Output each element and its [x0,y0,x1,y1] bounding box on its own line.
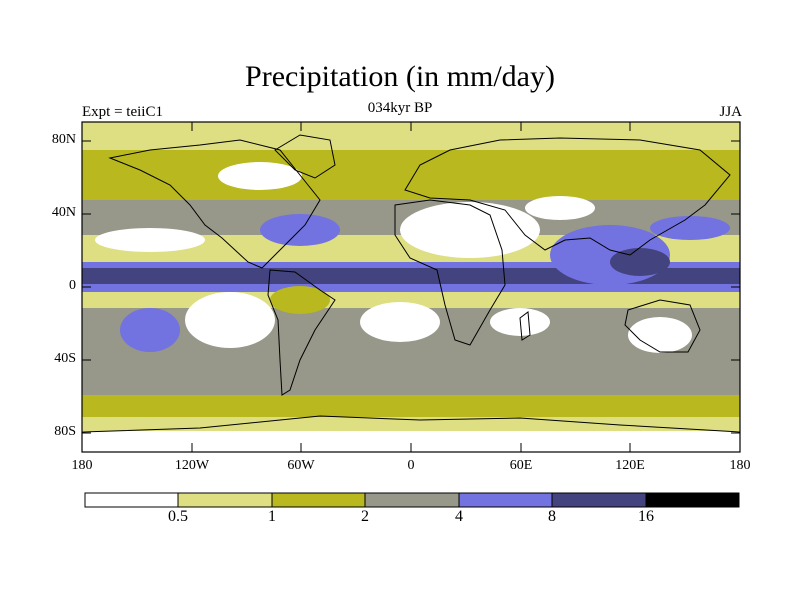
map-subtitle: 034kyr BP [367,100,433,116]
band-north-midlat [82,150,740,200]
x-label-120w: 120W [174,458,210,473]
x-label-60w: 60W [287,458,315,473]
wet-south-pacific [120,308,180,352]
colorbar-dividers [177,493,647,507]
colorbar-label-16: 16 [638,508,654,525]
moist-amazon [270,286,330,314]
colorbar-frame [84,492,740,508]
band-south-storm [82,395,740,417]
coast-madagascar [519,311,531,341]
precipitation-field [82,122,740,452]
y-ticks [82,140,740,434]
y-label-40n: 40N [51,205,76,220]
band-antarctic [82,431,740,452]
wet-west-pacific [610,248,670,276]
colorbar-box-5 [552,493,646,507]
coast-antarctica [82,415,740,433]
y-label-80n: 80N [51,132,76,147]
colorbar-label-2: 2 [361,508,369,525]
colorbar-box-3 [365,493,459,507]
dry-north-america [218,162,302,190]
coast-south-america [267,269,336,396]
dry-sahara [400,202,540,258]
coastlines [82,134,740,433]
colorbar [84,492,740,508]
y-label-eq: 0 [69,278,76,293]
season-label: JJA [719,104,742,120]
colorbar-label-4: 4 [455,508,463,525]
x-ticks [81,122,741,452]
coast-eurasia [404,137,731,256]
y-label-80s: 80S [54,424,76,439]
colorbar-label-8: 8 [548,508,556,525]
x-label-0: 0 [407,458,415,473]
colorbar-label-1: 1 [268,508,276,525]
coast-australia [624,299,701,353]
map-title: Precipitation (in mm/day) [245,60,555,93]
colorbar-box-2 [272,493,365,507]
colorbar-box-6 [646,493,739,507]
x-label-180w: 180 [71,458,93,473]
experiment-label: Expt = teiiC1 [82,104,163,120]
dry-east-pacific-n [95,228,205,252]
colorbar-box-4 [459,493,552,507]
colorbar-box-1 [178,493,272,507]
colorbar-label-0-5: 0.5 [168,508,188,525]
dry-south-atlantic [360,302,440,342]
wet-kuroshio [650,216,730,240]
coast-north-america [108,139,321,269]
dry-australia [628,317,692,353]
x-label-120e: 120E [615,458,645,473]
band-south-high [82,417,740,431]
coast-greenland [274,134,336,179]
dry-east-pacific-s [185,292,275,348]
y-label-40s: 40S [54,351,76,366]
dry-central-asia [525,196,595,220]
colorbar-box-0 [85,493,178,507]
coast-africa [394,199,506,346]
x-label-180e: 180 [729,458,751,473]
x-label-60e: 60E [509,458,533,473]
